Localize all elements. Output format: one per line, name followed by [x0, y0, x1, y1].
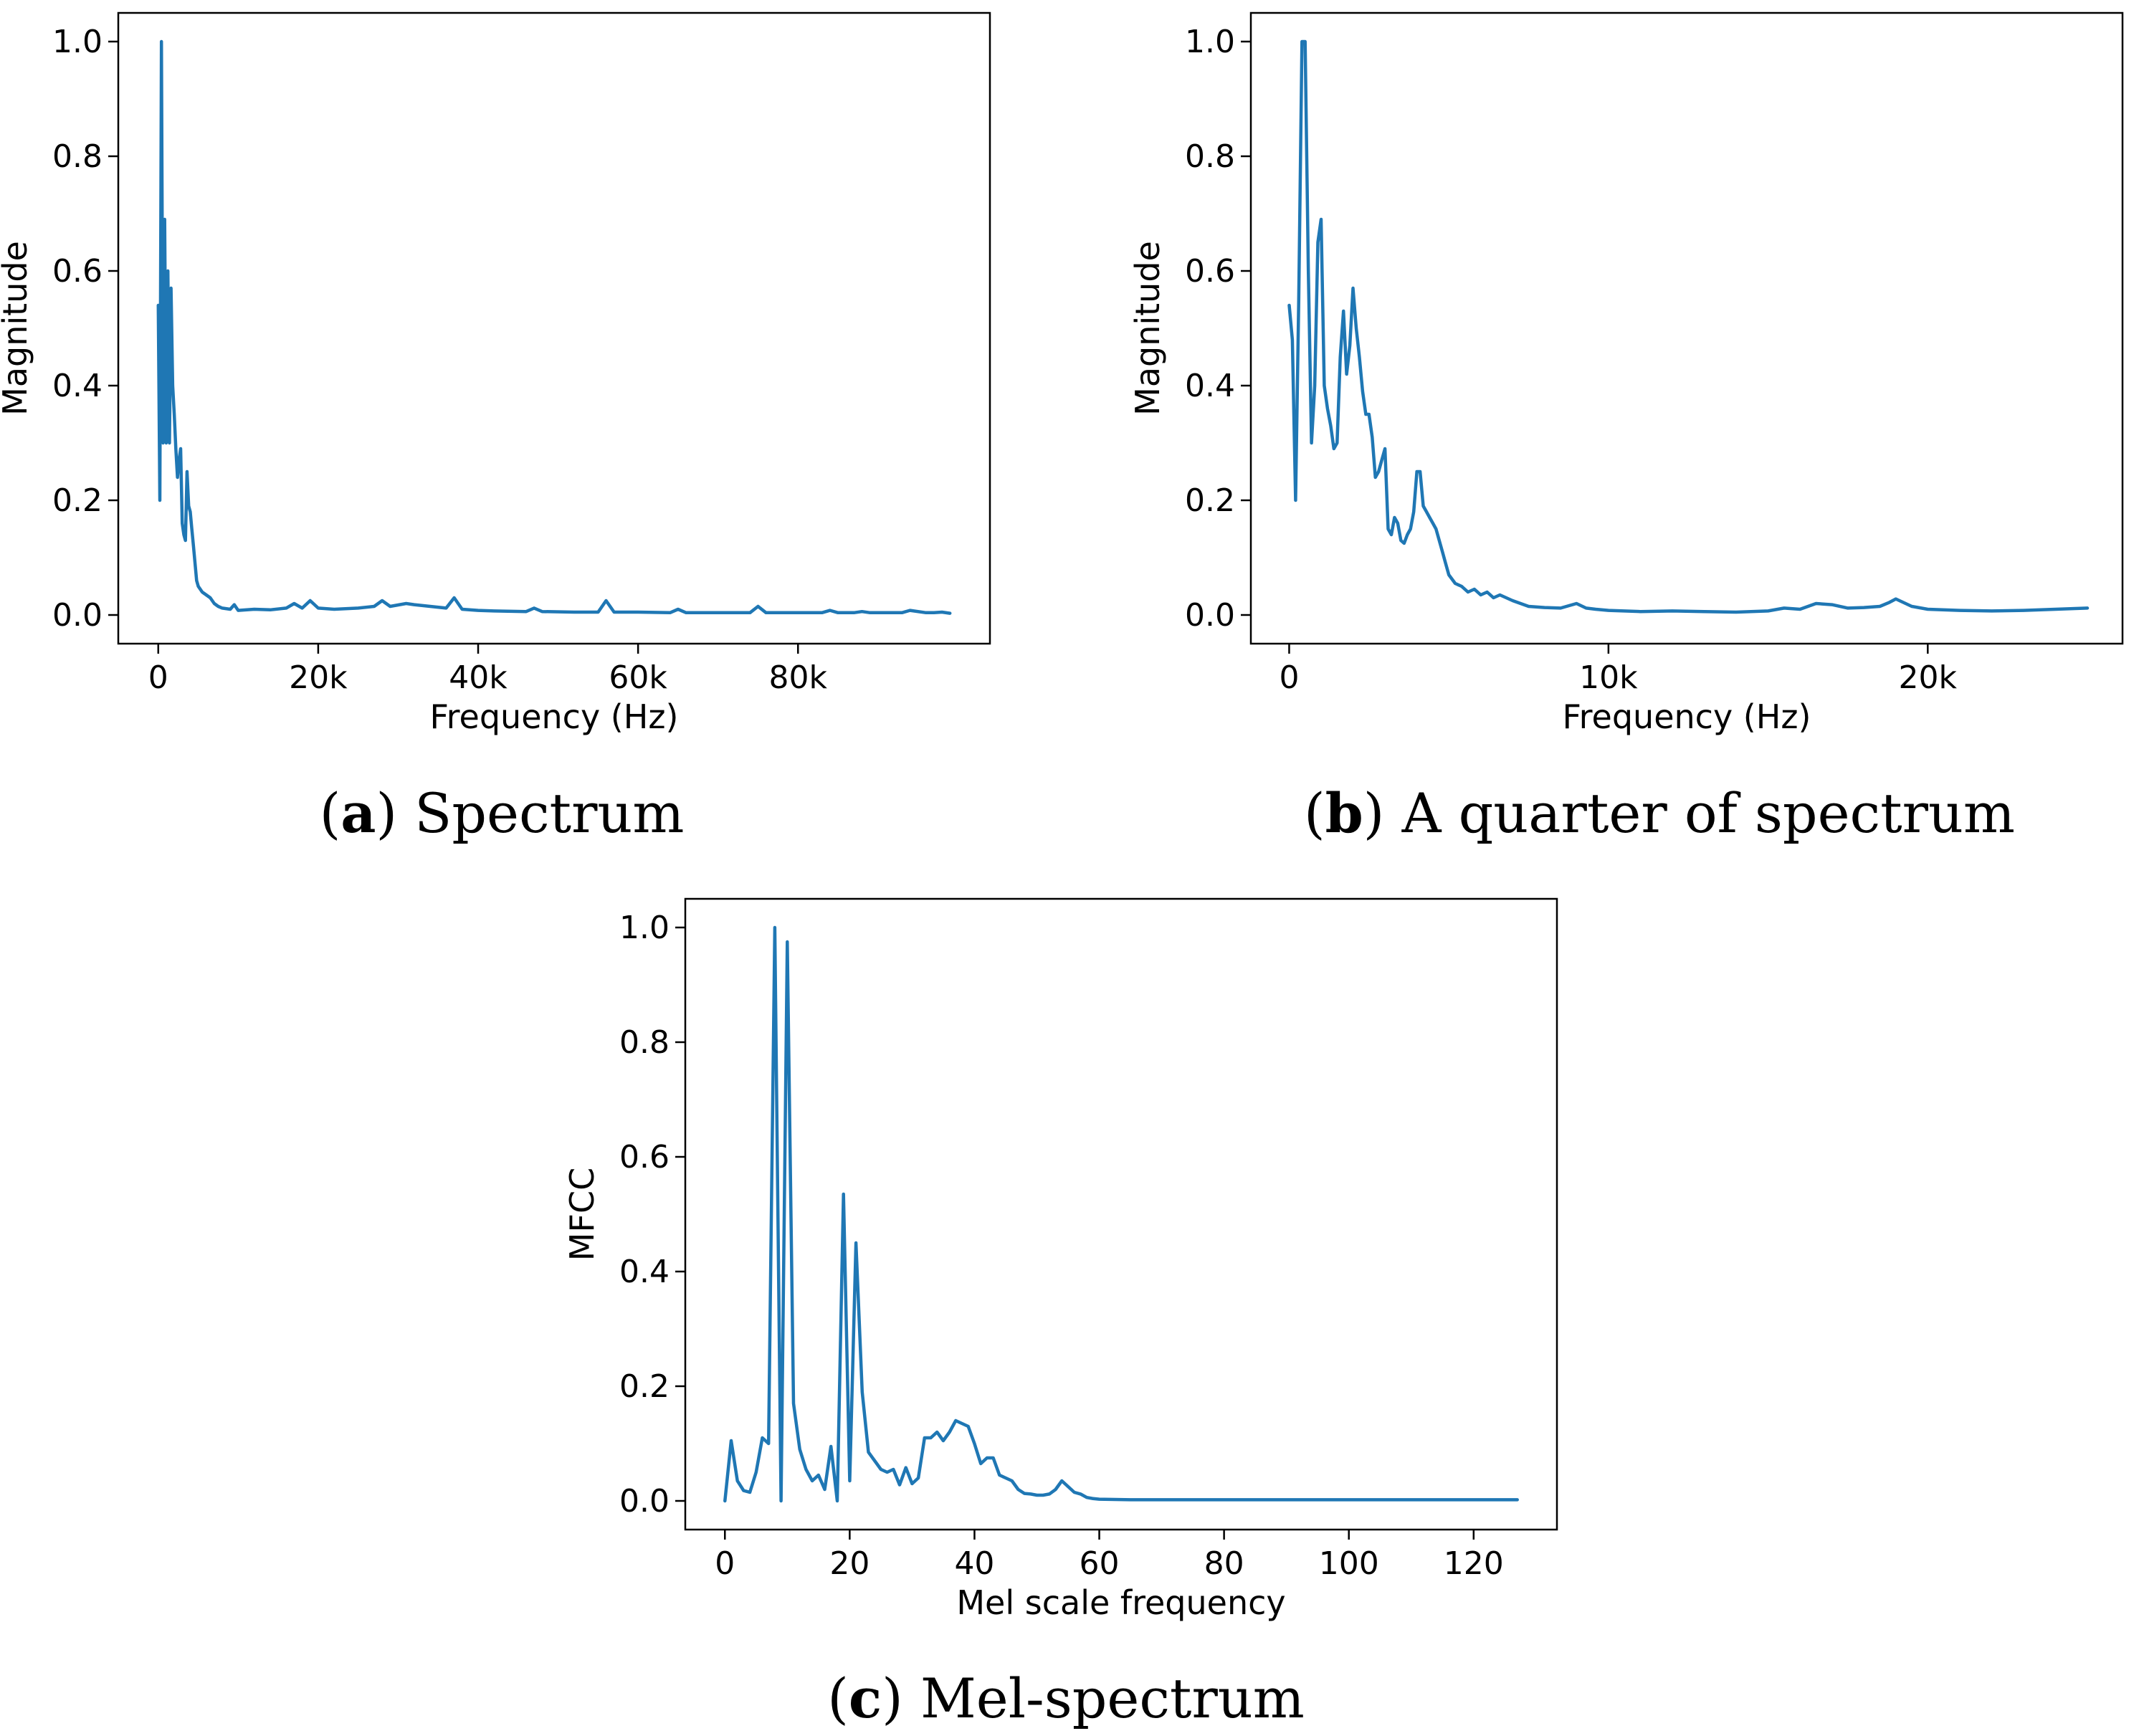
y-tick-label-c: 0.2: [619, 1368, 670, 1405]
caption-a-letter: a: [340, 781, 376, 845]
x-tick-label-b: 0: [1279, 659, 1299, 696]
x-tick-label-a: 60k: [609, 659, 667, 696]
y-tick-label-c: 0.4: [619, 1254, 670, 1290]
y-tick-label-c: 0.0: [619, 1483, 670, 1520]
y-tick-label-b: 1.0: [1185, 24, 1235, 60]
x-axis-label-a: Frequency (Hz): [430, 697, 679, 736]
x-axis-label-c: Mel scale frequency: [956, 1583, 1285, 1622]
y-axis-label-c: MFCC: [563, 1168, 601, 1261]
x-tick-label-c: 40: [954, 1545, 994, 1582]
chart-b: 0 10k 20k 0.0 0.2 0.4 0.6 0.8 1.0 Frequency (Hz) M…: [1128, 11, 2124, 736]
chart-c: 0 20 40 60 80 100 120 0.0 0.2 0.4 0.6 0.8 1.0 Mel sca…: [563, 897, 1558, 1622]
caption-c-letter: c: [848, 1666, 882, 1730]
plot-frame-c: [684, 897, 1558, 1531]
y-tick-label-a: 0.0: [52, 597, 103, 634]
caption-c-text: Mel-spectrum: [920, 1666, 1305, 1730]
x-tick-label-b: 20k: [1899, 659, 1958, 696]
plot-frame-a: [117, 11, 991, 645]
y-tick-label-a: 0.2: [52, 482, 103, 519]
x-tick-label-a: 80k: [769, 659, 828, 696]
x-axis-label-b: Frequency (Hz): [1563, 697, 1811, 736]
caption-c: (c) Mel-spectrum: [827, 1666, 1305, 1730]
y-axis-label-a: Magnitude: [0, 241, 34, 416]
x-tick-label-c: 120: [1444, 1545, 1504, 1582]
y-tick-label-b: 0.2: [1185, 482, 1235, 519]
x-tick-label-c: 60: [1080, 1545, 1120, 1582]
y-tick-label-a: 1.0: [52, 24, 103, 60]
series-line-b: [1287, 39, 2090, 614]
series-line-a: [156, 39, 952, 615]
plot-frame-b: [1249, 11, 2124, 645]
caption-a: (a) Spectrum: [319, 781, 685, 845]
x-tick-label-a: 0: [148, 659, 168, 696]
y-axis-label-b: Magnitude: [1128, 241, 1167, 416]
y-tick-label-c: 0.6: [619, 1139, 670, 1175]
x-tick-label-a: 40k: [449, 659, 508, 696]
caption-b-letter: b: [1325, 781, 1363, 845]
y-tick-label-a: 0.8: [52, 138, 103, 175]
x-tick-label-c: 80: [1204, 1545, 1244, 1582]
y-tick-label-b: 0.8: [1185, 138, 1235, 175]
caption-a-text: Spectrum: [414, 781, 685, 845]
x-tick-label-c: 100: [1319, 1545, 1379, 1582]
series-line-c: [723, 925, 1519, 1503]
y-tick-label-b: 0.6: [1185, 253, 1235, 290]
y-tick-label-c: 1.0: [619, 910, 670, 946]
caption-b: (b) A quarter of spectrum: [1303, 781, 2016, 845]
y-tick-label-a: 0.6: [52, 253, 103, 290]
x-tick-label-c: 0: [715, 1545, 735, 1582]
chart-a: 0 20k 40k 60k 80k 0.0 0.2 0.4 0.6 0.8 1.0 Frequency…: [0, 11, 991, 736]
y-tick-label-a: 0.4: [52, 368, 103, 404]
y-tick-label-c: 0.8: [619, 1024, 670, 1061]
x-tick-label-a: 20k: [289, 659, 348, 696]
caption-b-text: A quarter of spectrum: [1401, 781, 2016, 845]
x-tick-label-b: 10k: [1579, 659, 1638, 696]
y-tick-label-b: 0.0: [1185, 597, 1235, 634]
x-tick-label-c: 20: [829, 1545, 870, 1582]
y-tick-label-b: 0.4: [1185, 368, 1235, 404]
